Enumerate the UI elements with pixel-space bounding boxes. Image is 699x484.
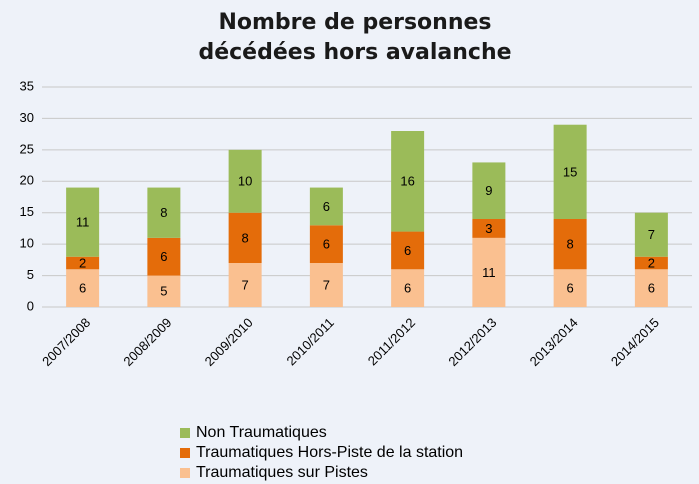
bar-segment [634, 269, 668, 307]
bar-segment [147, 187, 181, 238]
data-label: 16 [400, 174, 414, 189]
bar-segment [147, 237, 181, 276]
data-label: 2 [648, 255, 655, 270]
data-label: 6 [404, 281, 411, 296]
data-label: 11 [482, 265, 496, 280]
y-tick-label: 20 [20, 173, 34, 188]
y-tick-label: 10 [20, 236, 34, 251]
bar-segment [309, 187, 343, 226]
bar-segment [309, 263, 343, 307]
data-label: 10 [238, 174, 252, 189]
x-tick-label: 2013/2014 [527, 315, 581, 369]
legend-label: Traumatiques Hors-Piste de la station [196, 444, 463, 461]
y-tick-label: 5 [27, 267, 34, 282]
data-label: 8 [160, 205, 167, 220]
data-label: 2 [79, 255, 86, 270]
bar-segment [228, 263, 262, 307]
bar-segment [228, 212, 262, 263]
bar-segment [147, 275, 181, 307]
legend-swatch [180, 468, 190, 478]
bar-segment [472, 237, 506, 307]
x-tick-label: 2010/2011 [284, 315, 337, 368]
data-label: 5 [160, 284, 167, 299]
legend-swatch [180, 428, 190, 438]
bar-segment [553, 219, 587, 270]
data-label: 6 [404, 243, 411, 258]
bar-segment [472, 219, 506, 238]
bar-segment [228, 149, 262, 213]
y-tick-label: 15 [20, 204, 34, 219]
bar-segment [634, 212, 668, 257]
data-label: 8 [242, 230, 249, 245]
data-label: 7 [648, 227, 655, 242]
bar-segment [66, 187, 100, 257]
data-label: 9 [485, 183, 492, 198]
x-tick-label: 2008/2009 [120, 315, 174, 369]
legend-label: Non Traumatiques [196, 424, 327, 441]
bar-segment [66, 269, 100, 307]
data-label: 6 [567, 281, 574, 296]
x-tick-label: 2009/2010 [202, 315, 256, 369]
bar-segment [634, 256, 668, 270]
bar-segment [391, 231, 425, 270]
legend-swatch [180, 448, 190, 458]
bar-segment [309, 225, 343, 263]
y-tick-label: 0 [27, 298, 34, 313]
bar-segment [391, 269, 425, 307]
x-tick-label: 2014/2015 [608, 315, 662, 369]
y-tick-label: 30 [20, 110, 34, 125]
bar-segment [553, 124, 587, 219]
x-tick-label: 2011/2012 [365, 315, 418, 368]
bar-segment [391, 131, 425, 232]
y-tick-label: 25 [20, 141, 34, 156]
legend-label: Traumatiques sur Pistes [196, 464, 368, 481]
data-label: 7 [323, 277, 330, 292]
data-label: 6 [79, 281, 86, 296]
chart-title: Nombre de personnes décédées hors avalan… [198, 10, 512, 65]
x-tick-label: 2007/2008 [39, 315, 93, 369]
x-tick-label: 2012/2013 [445, 315, 499, 369]
data-label: 7 [242, 277, 249, 292]
bar-segment [472, 162, 506, 219]
data-label: 6 [323, 237, 330, 252]
y-tick-label: 35 [20, 78, 34, 93]
data-label: 8 [567, 237, 574, 252]
data-label: 11 [76, 215, 90, 230]
data-label: 6 [160, 249, 167, 264]
data-label: 3 [485, 221, 492, 236]
data-label: 15 [563, 164, 577, 179]
bar-segment [66, 256, 100, 270]
data-label: 6 [323, 199, 330, 214]
bar-segment [553, 269, 587, 307]
data-label: 6 [648, 281, 655, 296]
